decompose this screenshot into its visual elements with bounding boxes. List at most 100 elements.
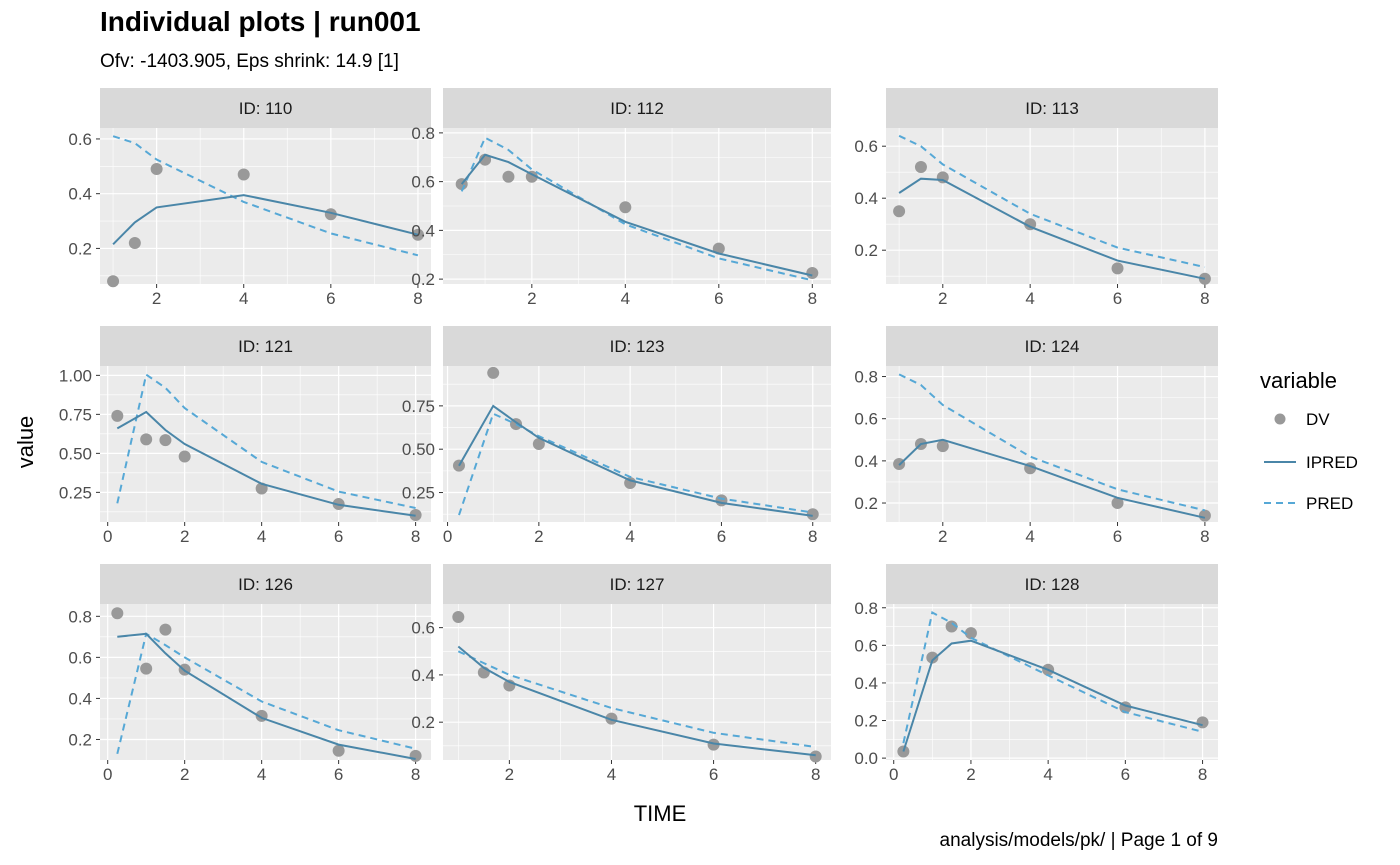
- y-tick-label: 0.8: [68, 607, 92, 626]
- panel-background: [100, 366, 431, 522]
- pred-line: [458, 412, 813, 516]
- panel-background: [886, 604, 1218, 760]
- legend-key-pred: PRED: [1264, 494, 1353, 513]
- x-tick-label: 4: [607, 765, 616, 784]
- panel-background: [100, 604, 431, 760]
- dv-point: [914, 161, 927, 173]
- ipred-line: [112, 194, 419, 246]
- legend-key-ipred: IPRED: [1264, 453, 1358, 472]
- legend-title: variable: [1260, 368, 1337, 393]
- dv-point: [1198, 509, 1211, 522]
- facet-panel: ID: 126 0 2 4 6 8 0.2 0.4 0.6 0.8: [68, 564, 431, 784]
- dv-point: [926, 651, 939, 664]
- dv-point: [332, 744, 345, 757]
- y-tick-label: 0.2: [68, 730, 92, 749]
- y-tick-label: 0.6: [854, 410, 878, 429]
- x-tick-label: 6: [334, 527, 343, 546]
- facet-panel: ID: 121 0 2 4 6 8 0.25 0.50 0.75 1.00: [59, 326, 431, 546]
- x-tick-label: 4: [257, 765, 266, 784]
- y-tick-label: 0.4: [68, 689, 92, 708]
- y-tick-label: 0.50: [402, 440, 435, 459]
- plot-subtitle: Ofv: -1403.905, Eps shrink: 14.9 [1]: [100, 51, 399, 72]
- pred-line: [902, 610, 1203, 744]
- x-tick-label: 8: [1198, 765, 1207, 784]
- dv-point: [128, 236, 141, 249]
- facet-label: ID: 121: [238, 337, 293, 356]
- x-tick-label: 4: [257, 527, 266, 546]
- dv-point: [111, 607, 124, 620]
- legend-label-dv: DV: [1306, 410, 1330, 429]
- y-tick-label: 0.2: [411, 713, 435, 732]
- y-tick-label: 0.6: [68, 130, 92, 149]
- panel-background: [886, 128, 1218, 284]
- x-tick-label: 8: [1200, 527, 1209, 546]
- x-tick-label: 0: [103, 765, 112, 784]
- x-tick-label: 0: [443, 527, 452, 546]
- facet-label: ID: 124: [1025, 337, 1080, 356]
- y-tick-label: 0.4: [411, 221, 435, 240]
- x-tick-label: 6: [717, 527, 726, 546]
- x-tick-label: 4: [1043, 765, 1052, 784]
- x-tick-label: 8: [808, 289, 817, 308]
- ipred-line: [458, 404, 813, 517]
- x-tick-label: 2: [938, 527, 947, 546]
- dv-point: [715, 494, 728, 507]
- y-tick-label: 0.25: [59, 483, 92, 502]
- dv-point: [159, 623, 172, 636]
- ipred-line: [898, 177, 1206, 280]
- y-tick-label: 0.4: [68, 185, 92, 204]
- y-tick-label: 0.4: [411, 666, 435, 685]
- y-tick-label: 0.0: [854, 749, 878, 768]
- plot-caption: analysis/models/pk/ | Page 1 of 9: [939, 830, 1218, 851]
- y-tick-label: 0.8: [854, 599, 878, 618]
- x-axis-title: TIME: [634, 801, 687, 826]
- dv-point: [111, 409, 124, 422]
- facet-strip: [100, 326, 431, 366]
- pred-line: [457, 650, 816, 748]
- pred-line: [116, 372, 416, 509]
- x-tick-label: 0: [889, 765, 898, 784]
- ipred-line: [902, 639, 1203, 752]
- panel-background: [886, 366, 1218, 522]
- x-tick-label: 2: [966, 765, 975, 784]
- x-tick-label: 2: [527, 289, 536, 308]
- dv-point: [806, 508, 819, 521]
- dv-point: [605, 712, 618, 725]
- y-tick-label: 0.4: [854, 189, 878, 208]
- dv-point: [806, 267, 819, 280]
- y-tick-label: 0.2: [854, 494, 878, 513]
- x-tick-label: 4: [239, 289, 248, 308]
- y-tick-label: 0.8: [411, 124, 435, 143]
- x-tick-label: 0: [103, 527, 112, 546]
- ipred-line: [117, 632, 416, 760]
- dv-point: [150, 163, 163, 176]
- x-tick-label: 8: [411, 527, 420, 546]
- dv-point: [409, 749, 422, 762]
- pred-line: [112, 135, 419, 257]
- y-tick-label: 0.6: [854, 137, 878, 156]
- dv-point: [707, 738, 720, 751]
- facet-strip: [886, 564, 1218, 604]
- y-tick-label: 1.00: [59, 366, 92, 385]
- y-tick-label: 0.75: [402, 397, 435, 416]
- dv-point: [893, 205, 906, 218]
- dv-point: [237, 168, 250, 181]
- facet-strip: [886, 88, 1218, 128]
- legend-key-dv: DV: [1274, 410, 1330, 429]
- ipred-line: [116, 410, 416, 517]
- dv-point: [619, 201, 632, 214]
- dv-point: [897, 745, 910, 758]
- x-tick-label: 4: [625, 527, 634, 546]
- facet-strip: [443, 564, 831, 604]
- facet-panel: ID: 110 2 4 6 8 0.2 0.4 0.6: [68, 88, 431, 308]
- x-tick-label: 2: [534, 527, 543, 546]
- x-tick-label: 4: [621, 289, 630, 308]
- panel-background: [100, 128, 431, 284]
- dv-point: [411, 228, 424, 241]
- x-tick-label: 4: [1025, 289, 1034, 308]
- legend-label-ipred: IPRED: [1306, 453, 1358, 472]
- y-tick-label: 0.25: [402, 484, 435, 503]
- dv-point: [945, 620, 958, 633]
- x-tick-label: 2: [938, 289, 947, 308]
- dv-point: [452, 611, 465, 623]
